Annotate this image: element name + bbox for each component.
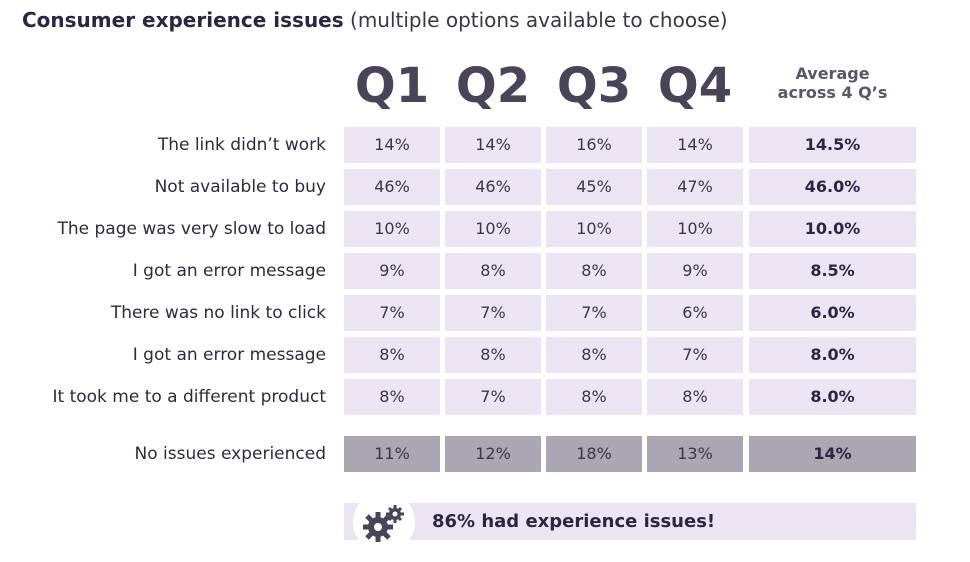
title: Consumer experience issues (multiple opt… (22, 8, 728, 32)
row-label: I got an error message (132, 261, 326, 281)
table-cell: 12% (445, 436, 541, 472)
table-cell: 14% (647, 127, 743, 163)
table-cell: 8.5% (749, 253, 916, 289)
gear-icon (353, 491, 415, 553)
table-cell: 14% (749, 436, 916, 472)
column-header: Q3 (556, 58, 632, 114)
callout-banner (344, 503, 916, 540)
table-cell: 8.0% (749, 337, 916, 373)
table-cell: 46% (445, 169, 541, 205)
table-cell: 10% (546, 211, 642, 247)
table-cell: 18% (546, 436, 642, 472)
table-cell: 14% (344, 127, 440, 163)
table-cell: 7% (344, 295, 440, 331)
table-cell: 45% (546, 169, 642, 205)
table-cell: 7% (445, 379, 541, 415)
table-cell: 9% (344, 253, 440, 289)
callout-text: 86% had experience issues! (432, 511, 716, 532)
table-cell: 8% (647, 379, 743, 415)
table-cell: 6.0% (749, 295, 916, 331)
title-note: (multiple options available to choose) (350, 8, 728, 32)
table-cell: 8% (546, 337, 642, 373)
table-cell: 13% (647, 436, 743, 472)
table-cell: 8% (344, 337, 440, 373)
column-header: Q4 (657, 58, 733, 114)
table-cell: 7% (546, 295, 642, 331)
row-label: There was no link to click (110, 303, 326, 323)
table-cell: 46% (344, 169, 440, 205)
row-label: Not available to buy (154, 177, 326, 197)
column-header: Average across 4 Q’s (777, 64, 888, 102)
table-cell: 11% (344, 436, 440, 472)
title-main: Consumer experience issues (22, 8, 344, 32)
table-cell: 9% (647, 253, 743, 289)
row-label: It took me to a different product (52, 387, 326, 407)
table-cell: 8% (445, 337, 541, 373)
row-label: No issues experienced (134, 444, 326, 464)
table-cell: 6% (647, 295, 743, 331)
table-cell: 10.0% (749, 211, 916, 247)
table-cell: 8.0% (749, 379, 916, 415)
table-cell: 8% (344, 379, 440, 415)
table-cell: 14.5% (749, 127, 916, 163)
table-cell: 7% (445, 295, 541, 331)
table-cell: 8% (445, 253, 541, 289)
column-header: Q1 (354, 58, 430, 114)
row-label: I got an error message (132, 345, 326, 365)
table-cell: 16% (546, 127, 642, 163)
table-cell: 47% (647, 169, 743, 205)
table-cell: 46.0% (749, 169, 916, 205)
table-cell: 8% (546, 379, 642, 415)
table-cell: 7% (647, 337, 743, 373)
row-label: The link didn’t work (157, 135, 326, 155)
row-label: The page was very slow to load (57, 219, 326, 239)
table-cell: 10% (445, 211, 541, 247)
table-cell: 10% (344, 211, 440, 247)
table-cell: 10% (647, 211, 743, 247)
table-cell: 14% (445, 127, 541, 163)
table-cell: 8% (546, 253, 642, 289)
column-header: Q2 (455, 58, 531, 114)
